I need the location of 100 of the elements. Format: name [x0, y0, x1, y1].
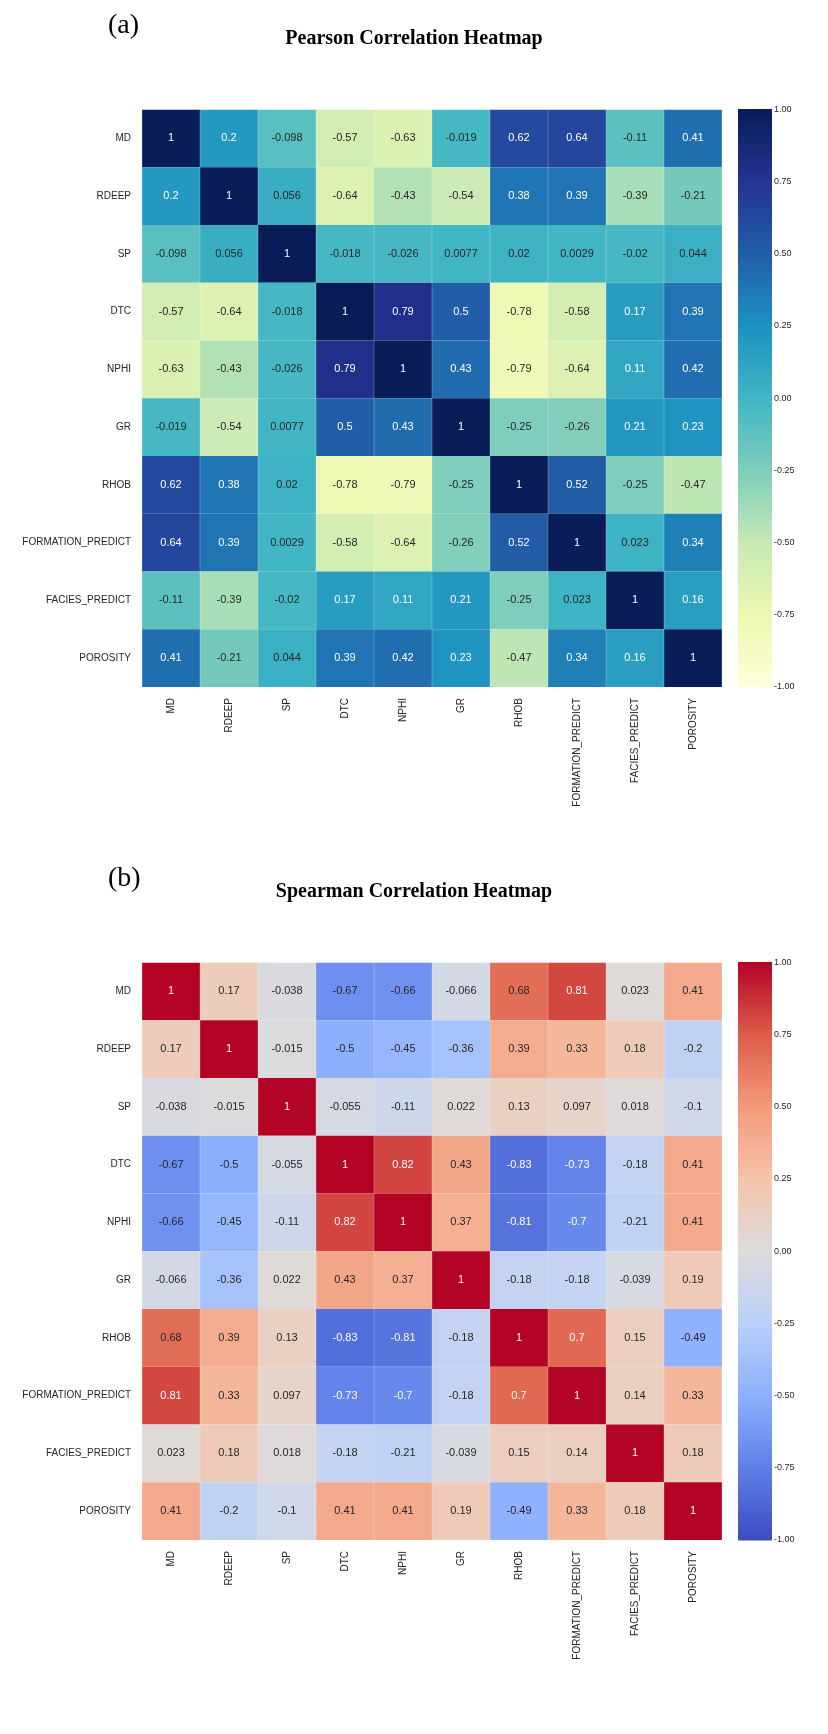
data-label: 0.02	[508, 246, 530, 259]
data-label: 1	[225, 189, 233, 202]
data-label: -0.18	[332, 1446, 358, 1459]
data-label: 0.16	[682, 593, 704, 606]
data-label: -0.055	[329, 1099, 361, 1112]
y-tick-label: DTC	[110, 305, 131, 317]
x-tick-label: RDEEP	[222, 1550, 234, 1586]
data-label: 1	[573, 535, 581, 548]
color-bar-label: 0.75	[774, 176, 792, 187]
data-label: 0.0029	[560, 246, 594, 259]
data-label: 0.0077	[270, 420, 304, 433]
x-tick-label: MD	[164, 1551, 176, 1567]
data-label: -0.45	[390, 1042, 416, 1055]
x-tick-label: SP	[280, 1550, 292, 1565]
y-tick-label: FORMATION_PREDICT	[22, 1389, 131, 1401]
data-label: -0.43	[216, 362, 242, 375]
data-label: -0.098	[155, 246, 187, 259]
data-label: 1	[167, 131, 175, 144]
data-label: 0.41	[682, 131, 704, 144]
data-label: -0.64	[564, 362, 590, 375]
data-label: 0.79	[334, 362, 356, 375]
x-tick-label: MD	[164, 698, 176, 714]
x-tick-label: GR	[454, 1551, 466, 1566]
color-bar-label: -1.00	[774, 681, 795, 692]
data-label: 0.5	[337, 420, 353, 433]
data-label: -0.47	[506, 651, 532, 664]
data-label: -0.5	[219, 1157, 239, 1170]
data-label: -0.038	[271, 984, 303, 997]
data-label: 0.21	[624, 420, 646, 433]
data-label: -0.11	[390, 1099, 416, 1112]
data-label: -0.066	[155, 1273, 187, 1286]
data-label: 1	[399, 362, 407, 375]
data-label: 0.68	[508, 984, 530, 997]
data-label: 0.38	[508, 189, 530, 202]
data-label: 0.18	[624, 1504, 646, 1517]
data-label: -0.58	[564, 304, 590, 317]
data-label: -0.019	[155, 420, 187, 433]
color-bar-label: -0.25	[774, 464, 795, 475]
data-label: -0.67	[332, 984, 358, 997]
data-label: 0.0029	[270, 535, 304, 548]
data-label: -0.21	[216, 651, 242, 664]
data-label: 0.38	[218, 477, 240, 490]
data-label: 0.17	[624, 304, 646, 317]
data-label: 0.097	[563, 1099, 591, 1112]
data-label: 0.056	[273, 189, 301, 202]
data-label: 0.044	[273, 651, 301, 664]
data-label: -0.66	[158, 1215, 184, 1228]
color-bar-label: 1.00	[774, 956, 792, 967]
data-label: -0.63	[158, 362, 184, 375]
data-label: 0.64	[160, 535, 182, 548]
data-label: 1	[167, 984, 175, 997]
data-label: -0.015	[271, 1042, 303, 1055]
data-label: 0.15	[508, 1446, 530, 1459]
data-label: -0.039	[445, 1446, 477, 1459]
data-label: 0.18	[624, 1042, 646, 1055]
data-label: -0.11	[622, 131, 648, 144]
data-label: -0.36	[448, 1042, 474, 1055]
data-label: 0.41	[392, 1504, 414, 1517]
x-tick-label: POROSITY	[686, 697, 698, 750]
y-tick-label: POROSITY	[79, 1504, 132, 1516]
data-label: 0.43	[450, 362, 472, 375]
data-label: 0.33	[682, 1388, 704, 1401]
text: (a)	[108, 8, 140, 40]
data-label: 1	[631, 1446, 639, 1459]
x-tick-label: NPHI	[396, 1551, 408, 1575]
data-label: 0.39	[218, 535, 240, 548]
data-label: 0.43	[392, 420, 414, 433]
data-label: -0.039	[619, 1273, 651, 1286]
data-label: -0.18	[506, 1273, 532, 1286]
data-label: 1	[341, 304, 349, 317]
data-label: 0.14	[624, 1388, 646, 1401]
data-label: -0.18	[622, 1157, 648, 1170]
y-tick-label: POROSITY	[79, 651, 132, 663]
data-label: 0.18	[682, 1446, 704, 1459]
x-tick-label: FORMATION_PREDICT	[570, 1551, 582, 1660]
data-label: -0.25	[506, 593, 532, 606]
data-label: 0.17	[334, 593, 356, 606]
data-label: -0.21	[622, 1215, 648, 1228]
data-label: 0.33	[566, 1504, 588, 1517]
data-label: 0.62	[160, 477, 182, 490]
data-label: 1	[689, 1504, 697, 1517]
y-tick-label: RHOB	[102, 1331, 132, 1343]
data-label: 1	[399, 1215, 407, 1228]
data-label: -0.02	[622, 246, 648, 259]
data-label: 0.018	[621, 1099, 649, 1112]
data-label: 0.41	[682, 1215, 704, 1228]
data-label: -0.73	[332, 1388, 358, 1401]
chart-title: Pearson Correlation Heatmap	[285, 26, 543, 48]
data-label: 0.14	[566, 1446, 588, 1459]
data-label: 0.37	[392, 1273, 414, 1286]
data-label: -0.49	[506, 1504, 532, 1517]
data-label: 0.52	[508, 535, 530, 548]
data-label: -0.58	[332, 535, 358, 548]
data-label: 1	[515, 477, 523, 490]
text: (b)	[108, 861, 141, 893]
data-label: -0.83	[506, 1157, 532, 1170]
data-label: 0.81	[160, 1388, 182, 1401]
data-label: -0.038	[155, 1099, 187, 1112]
x-tick-label: RHOB	[512, 1550, 524, 1580]
data-label: -0.018	[329, 246, 361, 259]
